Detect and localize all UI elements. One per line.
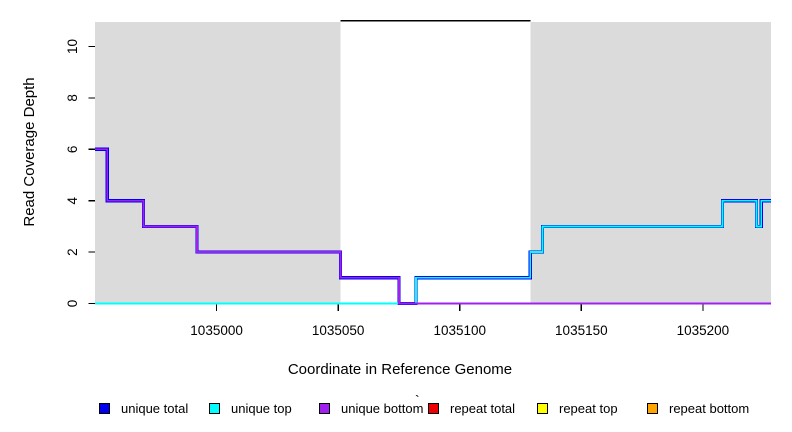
legend-label: unique top	[231, 400, 292, 416]
repeat-bottom-swatch-icon	[647, 402, 658, 414]
repeat-total-swatch-icon	[428, 402, 439, 414]
region-right-shaded	[530, 22, 771, 304]
y-axis-tick-label: 4	[65, 196, 80, 204]
legend-label: repeat total	[450, 400, 516, 416]
y-axis-tick-label: 10	[65, 39, 80, 54]
legend: unique total unique top unique bottom re…	[0, 399, 792, 417]
repeat-top-swatch-icon	[537, 402, 548, 414]
series-unique-top	[95, 199, 771, 305]
legend-label: unique bottom	[341, 400, 424, 416]
y-axis-tick-label: 8	[65, 94, 80, 102]
unique-top-swatch-icon	[209, 402, 220, 414]
y-axis-tick-label: 0	[65, 300, 80, 308]
unique-bottom-swatch-icon	[319, 402, 330, 414]
legend-item-unique-total: unique total	[99, 399, 188, 417]
legend-label: repeat bottom	[669, 400, 750, 416]
region-left-shaded	[95, 22, 341, 304]
y-axis-title: Read Coverage Depth	[21, 77, 38, 226]
stray-tick-mark: `	[415, 392, 420, 408]
x-axis-tick-label: 1035150	[555, 323, 608, 338]
x-axis-tick-label: 1035000	[190, 323, 243, 338]
region-middle-unshaded	[340, 22, 531, 304]
legend-item-unique-bottom: unique bottom	[319, 399, 423, 417]
legend-label: repeat top	[559, 400, 618, 416]
legend-item-repeat-top: repeat top	[537, 399, 618, 417]
y-axis-tick-label: 2	[65, 248, 80, 256]
y-axis-tick-label: 6	[65, 146, 80, 154]
legend-label: unique total	[121, 400, 189, 416]
series-unique-bottom	[95, 148, 771, 305]
legend-item-repeat-bottom: repeat bottom	[647, 399, 749, 417]
legend-item-unique-top: unique top	[209, 399, 292, 417]
x-axis-tick-label: 1035050	[312, 323, 365, 338]
x-axis-title: Coordinate in Reference Genome	[288, 361, 512, 378]
x-axis-tick-label: 1035200	[677, 323, 730, 338]
x-axis-tick-label: 1035100	[433, 323, 486, 338]
legend-item-repeat-total: repeat total	[428, 399, 515, 417]
unique-total-swatch-icon	[99, 402, 110, 414]
